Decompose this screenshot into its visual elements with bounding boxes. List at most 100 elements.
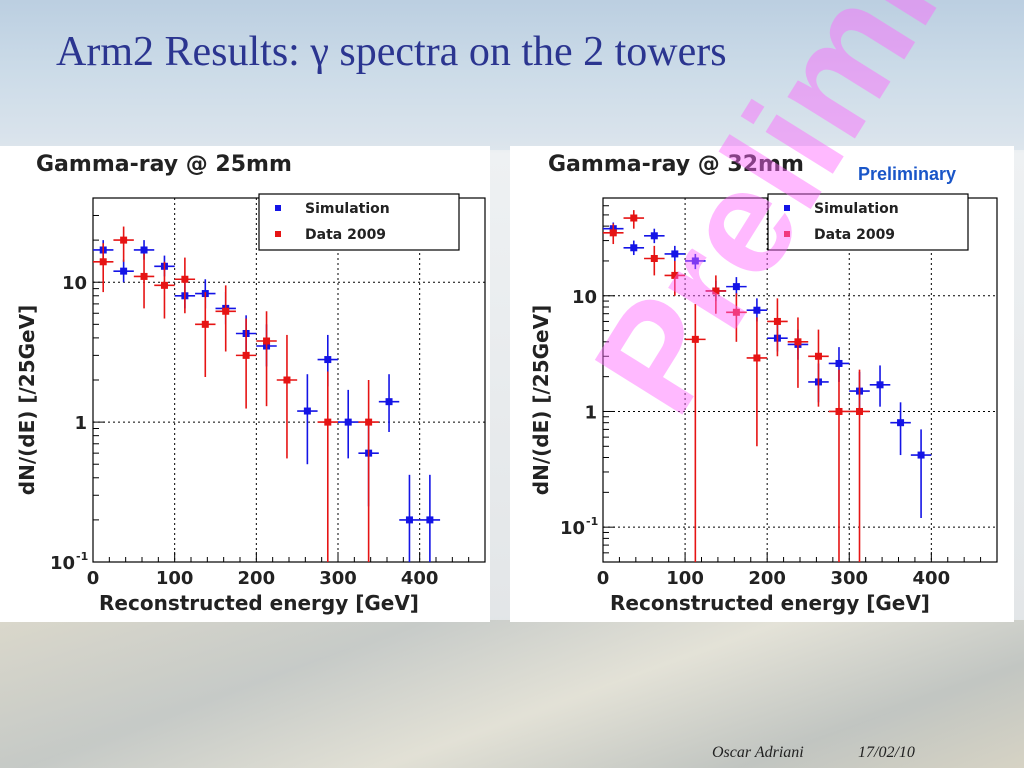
y-tick-label: 10: [560, 518, 585, 539]
y-tick-exponent: -1: [76, 550, 88, 563]
legend-marker: [784, 231, 790, 237]
data-point: [174, 257, 196, 314]
data-point: [276, 334, 298, 459]
data-point: [256, 311, 277, 407]
marker: [917, 451, 925, 459]
data-point: [297, 374, 318, 465]
marker: [691, 257, 699, 265]
x-tick-label: 300: [319, 568, 357, 589]
data-point: [890, 402, 911, 456]
data-point: [767, 298, 788, 357]
marker: [99, 258, 107, 266]
legend-marker: [275, 205, 281, 211]
marker: [650, 254, 658, 262]
plot-frame: [602, 197, 998, 563]
data-point: [378, 374, 400, 432]
marker: [835, 359, 843, 367]
legend-box: [767, 193, 969, 251]
marker: [324, 418, 332, 426]
marker: [160, 281, 168, 289]
footer-date: 17/02/10: [858, 744, 915, 761]
data-point: [644, 228, 665, 244]
x-tick-label: 400: [401, 568, 439, 589]
marker: [385, 398, 393, 406]
marker: [691, 335, 699, 343]
preliminary-label: Preliminary: [858, 164, 957, 184]
data-point: [623, 240, 645, 256]
data-point: [869, 365, 891, 407]
data-point: [808, 329, 829, 407]
marker: [773, 317, 781, 325]
x-tick-label: 300: [830, 568, 868, 589]
data-point: [93, 243, 114, 293]
legend-marker: [275, 231, 281, 237]
marker: [283, 376, 291, 384]
y-tick-label: 1: [74, 413, 87, 434]
marker: [426, 516, 434, 524]
legend: Simulation Data 2009: [767, 193, 969, 251]
marker: [140, 246, 148, 254]
data-point: [746, 317, 768, 447]
x-tick-label: 400: [913, 568, 951, 589]
data-point: [338, 389, 359, 459]
marker: [365, 418, 373, 426]
marker: [897, 419, 905, 427]
marker: [263, 337, 271, 345]
marker: [630, 244, 638, 252]
legend-label: Simulation: [305, 201, 390, 217]
data-point: [235, 318, 257, 409]
marker: [201, 320, 209, 328]
y-tick-exponent: -1: [586, 515, 598, 528]
marker: [181, 275, 189, 283]
marker: [242, 351, 250, 359]
marker: [876, 381, 884, 389]
data-point: [215, 285, 236, 352]
data-point: [726, 293, 747, 342]
x-tick-label: 200: [238, 568, 276, 589]
data-point: [154, 261, 175, 319]
y-tick-label: 10: [50, 553, 75, 574]
marker: [344, 418, 352, 426]
data-point: [705, 275, 727, 314]
data-point: [623, 210, 645, 229]
marker: [712, 287, 720, 295]
x-tick-label: 200: [748, 568, 786, 589]
data-point: [195, 292, 216, 378]
legend-label: Data 2009: [814, 227, 895, 243]
data-point: [685, 303, 706, 562]
y-tick-label: 1: [584, 402, 597, 423]
y-axis-label: dN/(dE) [/25GeV]: [529, 305, 553, 495]
legend-marker: [784, 205, 790, 211]
marker: [405, 516, 413, 524]
data-point: [726, 277, 747, 296]
y-tick-label: 10: [62, 273, 87, 294]
footer-author: Oscar Adriani: [712, 744, 804, 761]
series-data: [93, 226, 379, 562]
marker: [140, 272, 148, 280]
marker: [671, 271, 679, 279]
x-tick-label: 100: [666, 568, 704, 589]
data-point: [685, 253, 706, 270]
legend-box: [258, 193, 460, 251]
marker: [222, 307, 230, 315]
chart-title-left: Gamma-ray @ 25mm: [36, 152, 292, 177]
marker: [120, 236, 128, 244]
data-point: [644, 245, 665, 276]
marker: [753, 354, 761, 362]
marker: [732, 283, 740, 291]
x-tick-label: 100: [156, 568, 194, 589]
data-point: [664, 260, 686, 296]
marker: [650, 232, 658, 240]
background-sky: [0, 0, 1024, 150]
y-tick-label: 10: [572, 287, 597, 308]
marker: [671, 250, 679, 258]
data-point: [419, 474, 441, 562]
data-point: [399, 474, 420, 562]
legend: Simulation Data 2009: [258, 193, 460, 251]
data-point: [664, 245, 686, 261]
data-point: [849, 369, 870, 562]
x-tick-label: 0: [87, 568, 100, 589]
background-detector-photo: [0, 620, 1024, 768]
chart-title-right: Gamma-ray @ 32mm: [548, 152, 804, 177]
